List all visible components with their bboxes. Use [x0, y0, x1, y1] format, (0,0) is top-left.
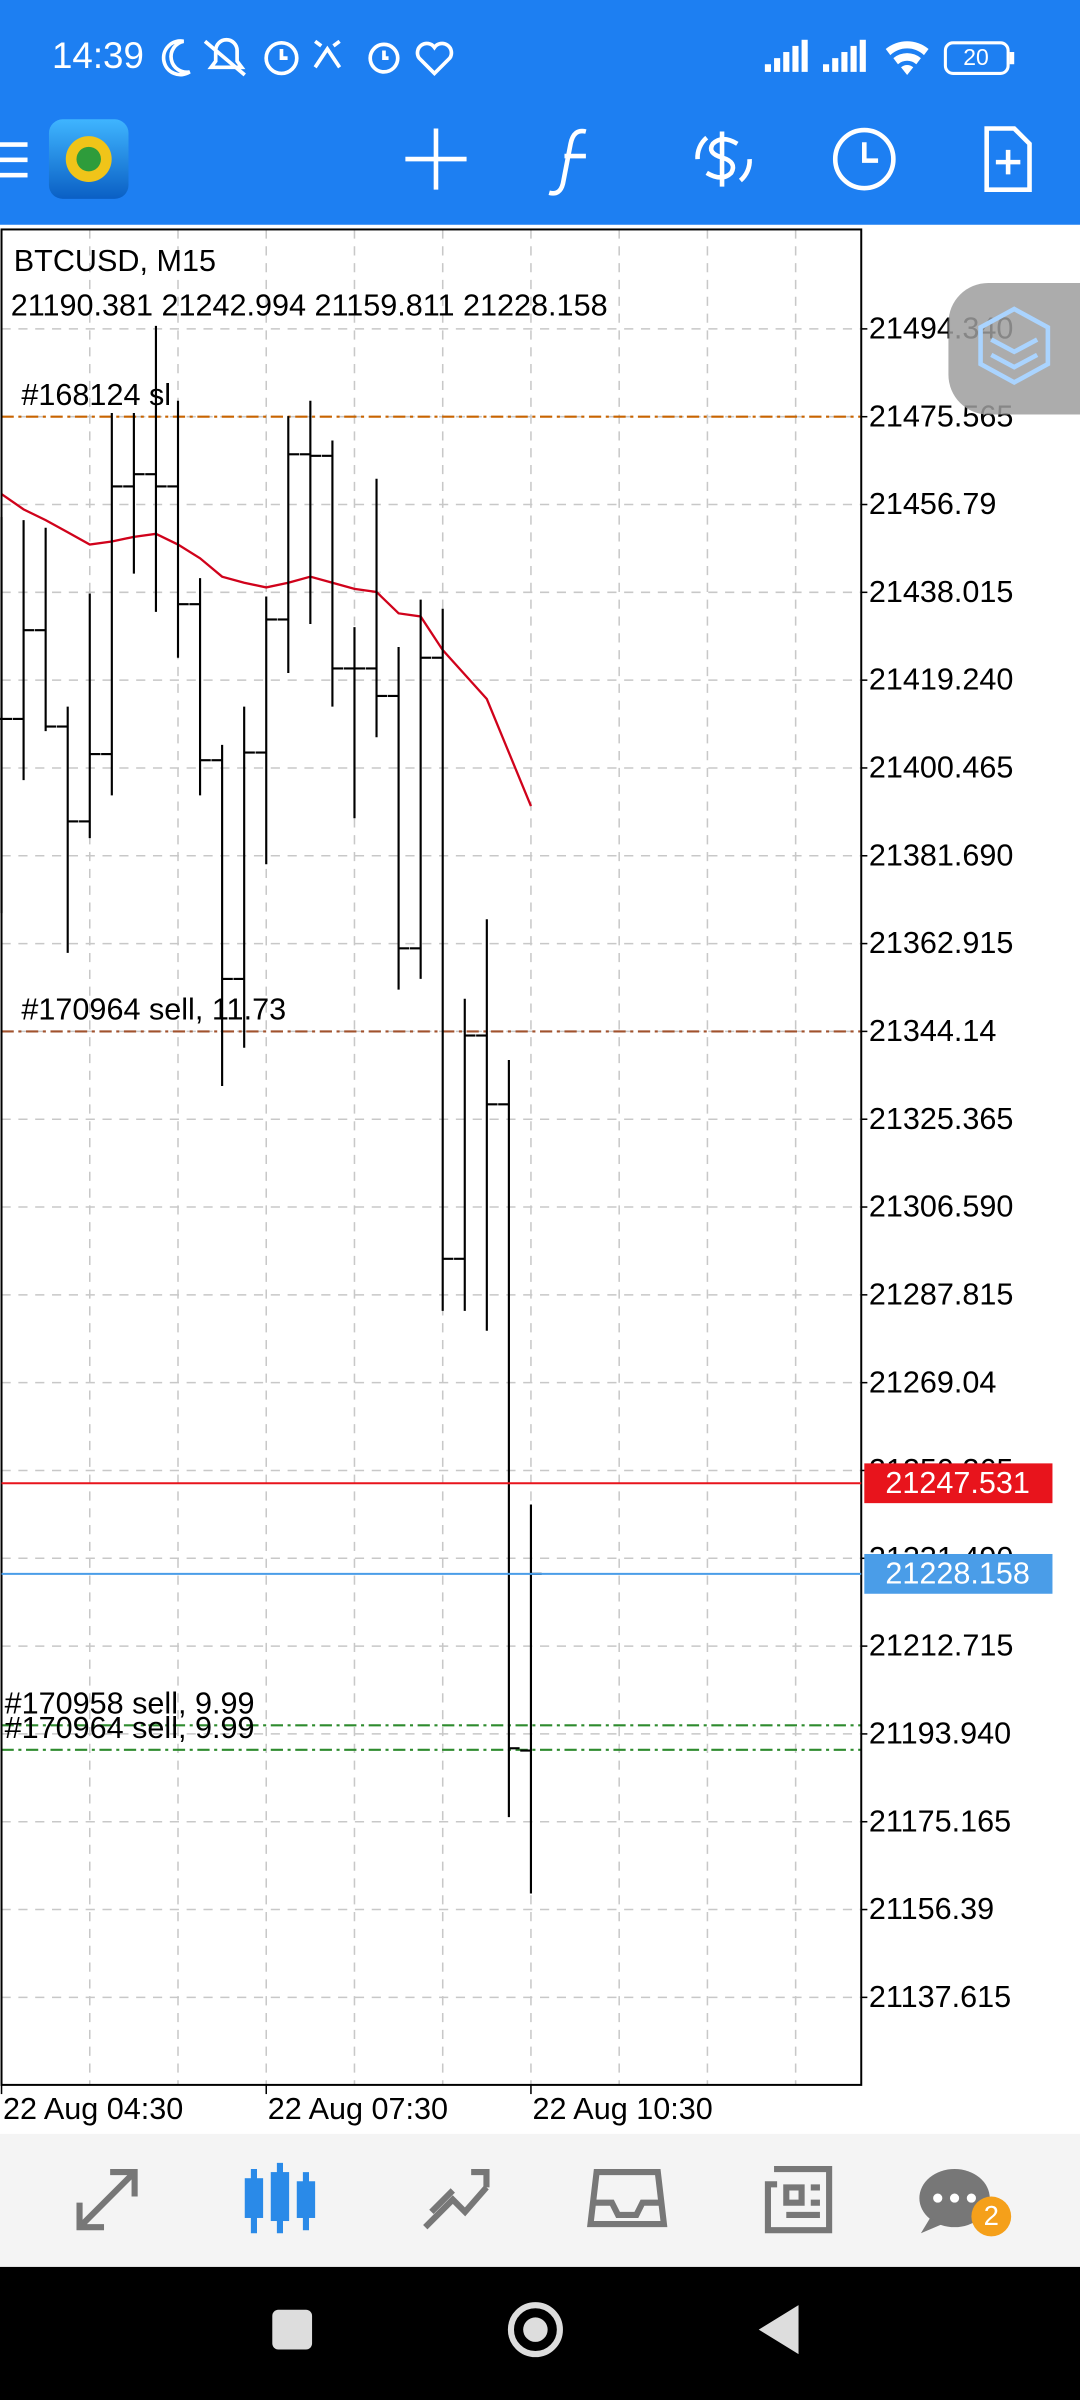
signal-icons — [764, 39, 929, 75]
chat-badge-count: 2 — [984, 2200, 999, 2231]
back-button[interactable] — [758, 2305, 799, 2355]
home-button[interactable] — [507, 2302, 563, 2358]
bid-price-label: 21247.531 — [885, 1466, 1030, 1500]
y-tick-label: 21156.39 — [869, 1892, 994, 1926]
new-order-button[interactable] — [984, 126, 1032, 192]
app-icon-logo-inner — [76, 146, 101, 172]
status-icons — [161, 38, 454, 77]
nav-news[interactable] — [764, 2165, 833, 2234]
overlay: 21247.531 21228.158 — [1, 1463, 1053, 1594]
y-tick-label: 21175.165 — [869, 1804, 1011, 1838]
y-tick-label: 21381.690 — [869, 838, 1014, 872]
toolbar-icons — [405, 126, 1032, 196]
crosshair-button[interactable] — [405, 128, 467, 190]
nav-trade[interactable] — [423, 2169, 490, 2230]
nav-chat-tail — [920, 2217, 943, 2234]
y-tick-label: 21287.815 — [869, 1277, 1014, 1311]
bottom-nav — [0, 2133, 1080, 2267]
x-tick-label: 22 Aug 10:30 — [532, 2092, 712, 2126]
bid-price-box — [864, 1463, 1053, 1504]
plot-border — [0, 228, 863, 2086]
nav-chart[interactable] — [244, 2162, 316, 2234]
y-tick-label: 21269.04 — [869, 1365, 997, 1399]
nav-history[interactable] — [587, 2169, 668, 2228]
nav-icons — [76, 2162, 833, 2234]
chart-title: BTCUSD, M15 — [14, 244, 216, 278]
order-label: #170958 sell, 9.99 — [5, 1687, 255, 1721]
history-button[interactable] — [832, 127, 896, 191]
y-tick-label: 21419.240 — [869, 663, 1014, 697]
ohlc-info: 21190.381 21242.994 21159.811 21228.158 — [11, 289, 608, 323]
app-header — [0, 0, 1080, 225]
y-tick-label: 21137.615 — [869, 1980, 1011, 2014]
floating-button-icon — [978, 306, 1051, 386]
y-tick-label: 21325.365 — [869, 1102, 1014, 1136]
y-tick-label: 21400.465 — [869, 751, 1014, 785]
chat-dots — [933, 2193, 976, 2203]
battery-level: 20 — [963, 44, 989, 70]
battery-tip — [1009, 52, 1015, 65]
order-label: #168124 sl — [21, 378, 171, 412]
status-time: 14:39 — [52, 35, 144, 76]
menu-button[interactable] — [0, 142, 28, 178]
y-tick-label: 21362.915 — [869, 926, 1014, 960]
y-tick-label: 21212.715 — [869, 1629, 1014, 1663]
plot: 21494.34021475.56521456.7921438.01521419… — [0, 229, 1013, 2126]
chat-badge — [971, 2196, 1012, 2237]
trade-button[interactable] — [695, 131, 752, 187]
home-button-dot — [523, 2317, 548, 2342]
y-tick-label: 21306.590 — [869, 1190, 1014, 1224]
order-label: #170964 sell, 11.73 — [21, 993, 286, 1027]
nav-quotes[interactable] — [76, 2169, 138, 2231]
order-label: #170964 sell, 9.99 — [5, 1711, 255, 1745]
x-tick-label: 22 Aug 04:30 — [3, 2092, 183, 2126]
y-tick-label: 21438.015 — [869, 575, 1014, 609]
y-tick-label: 21344.14 — [869, 1014, 997, 1048]
indicators-button[interactable] — [548, 128, 587, 196]
floating-button[interactable] — [948, 282, 1080, 415]
y-tick-label: 21193.940 — [869, 1717, 1011, 1751]
recents-button[interactable] — [272, 2309, 313, 2350]
y-tick-label: 21456.79 — [869, 487, 997, 521]
x-tick-label: 22 Aug 07:30 — [268, 2092, 448, 2126]
battery — [943, 41, 1010, 75]
last-price-box — [864, 1553, 1053, 1594]
last-price-label: 21228.158 — [885, 1556, 1030, 1590]
chart-background — [0, 224, 1080, 2134]
